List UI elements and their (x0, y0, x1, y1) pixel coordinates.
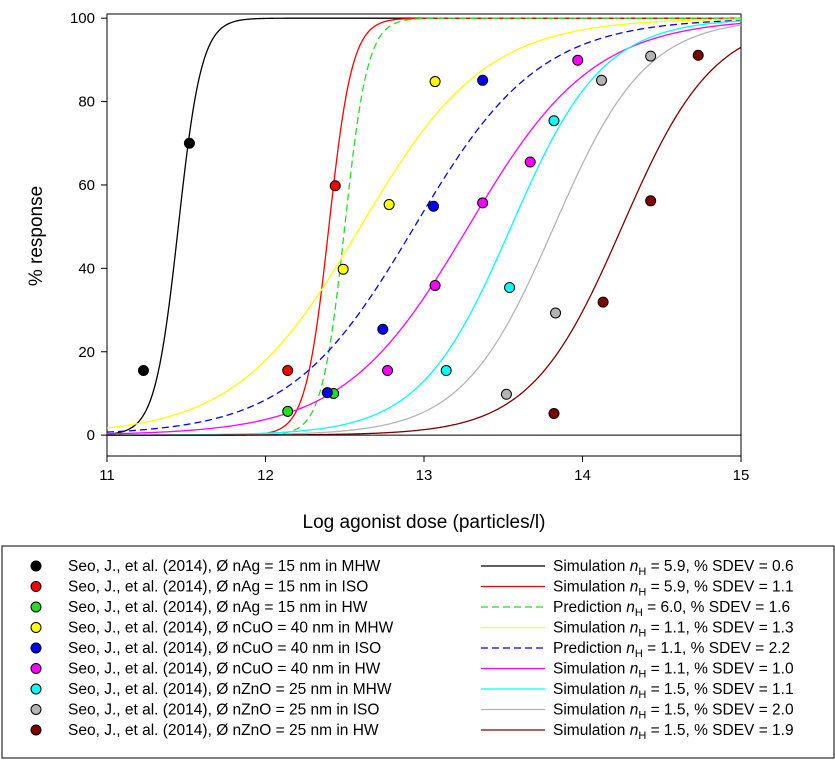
legend-marker (30, 560, 42, 572)
data-point (548, 407, 560, 419)
legend-marker (30, 683, 42, 695)
legend-label: Seo, J., et al. (2014), Ø nAg = 15 nm in… (68, 579, 368, 596)
x-tick-label: 11 (99, 467, 115, 484)
data-point (597, 296, 609, 308)
data-point (477, 74, 489, 86)
x-tick-label: 15 (733, 467, 750, 484)
legend-marker (30, 724, 42, 736)
data-point (429, 76, 441, 88)
data-point (550, 307, 562, 319)
legend-label: Simulation nH = 1.5, % SDEV = 1.9 (553, 722, 794, 742)
data-point (645, 50, 657, 62)
y-tick-label: 40 (78, 260, 95, 277)
legend-label: Seo, J., et al. (2014), Ø nAg = 15 nm in… (68, 558, 381, 575)
legend-label: Seo, J., et al. (2014), Ø nZnO = 25 nm i… (68, 702, 379, 719)
data-point (428, 200, 440, 212)
data-point (596, 74, 608, 86)
data-point (500, 388, 512, 400)
data-point (429, 279, 441, 291)
legend-label: Seo, J., et al. (2014), Ø nCuO = 40 nm i… (68, 620, 394, 637)
plot-frame (106, 13, 742, 457)
data-point (504, 282, 516, 294)
y-tick-label: 100 (70, 10, 95, 27)
legend-label: Simulation nH = 5.9, % SDEV = 1.1 (553, 579, 794, 599)
axes: 11 12 13 14 15 0 20 40 60 80 100 (70, 10, 749, 484)
legend-marker (30, 663, 42, 674)
y-axis-title: % response (26, 186, 47, 286)
x-axis-title: Log agonist dose (particles/l) (303, 512, 546, 533)
data-point (321, 387, 333, 399)
legend-label: Seo, J., et al. (2014), Ø nCuO = 40 nm i… (68, 661, 381, 678)
legend-label: Seo, J., et al. (2014), Ø nAg = 15 nm in… (68, 599, 368, 616)
legend-marker (30, 622, 42, 633)
legend-label: Simulation nH = 1.1, % SDEV = 1.0 (553, 661, 794, 681)
data-point (383, 199, 395, 211)
data-point (183, 137, 195, 149)
data-point (137, 365, 149, 377)
curve-line (106, 18, 742, 429)
data-point (548, 115, 560, 127)
legend-marker (30, 704, 42, 715)
data-point (692, 49, 704, 61)
points (137, 49, 704, 419)
data-point (377, 323, 389, 335)
legend-marker (30, 601, 42, 613)
data-point (477, 197, 489, 209)
legend-label: Simulation nH = 1.5, % SDEV = 1.1 (553, 681, 794, 701)
y-tick-label: 0 (87, 427, 95, 444)
legend: Seo, J., et al. (2014), Ø nAg = 15 nm in… (30, 558, 794, 742)
data-point (282, 365, 294, 377)
legend-label: Simulation nH = 1.5, % SDEV = 2.0 (553, 702, 794, 722)
legend-marker (30, 642, 42, 654)
y-tick-label: 80 (78, 94, 95, 111)
data-point (329, 180, 341, 192)
legend-label: Prediction nH = 6.0, % SDEV = 1.6 (553, 599, 790, 619)
curve-line (106, 22, 742, 435)
data-point (524, 156, 536, 168)
data-point (645, 195, 657, 207)
y-tick-label: 60 (78, 177, 95, 194)
legend-label: Seo, J., et al. (2014), Ø nZnO = 25 nm i… (68, 722, 379, 739)
legend-label: Simulation nH = 5.9, % SDEV = 0.6 (553, 558, 794, 578)
x-tick-label: 13 (416, 467, 433, 484)
data-point (382, 365, 394, 377)
x-tick-label: 14 (574, 467, 591, 484)
data-point (282, 405, 294, 417)
data-point (440, 365, 452, 377)
curve-line (106, 19, 742, 433)
data-point (337, 263, 349, 275)
y-tick-label: 20 (78, 344, 95, 361)
legend-label: Simulation nH = 1.1, % SDEV = 1.3 (553, 620, 794, 640)
legend-box (1, 545, 835, 759)
x-tick-label: 12 (257, 467, 274, 484)
data-point (572, 54, 584, 66)
legend-label: Seo, J., et al. (2014), Ø nZnO = 25 nm i… (68, 681, 392, 698)
legend-label: Prediction nH = 1.1, % SDEV = 2.2 (553, 640, 790, 660)
legend-label: Seo, J., et al. (2014), Ø nCuO = 40 nm i… (68, 640, 381, 657)
legend-marker (30, 581, 42, 592)
